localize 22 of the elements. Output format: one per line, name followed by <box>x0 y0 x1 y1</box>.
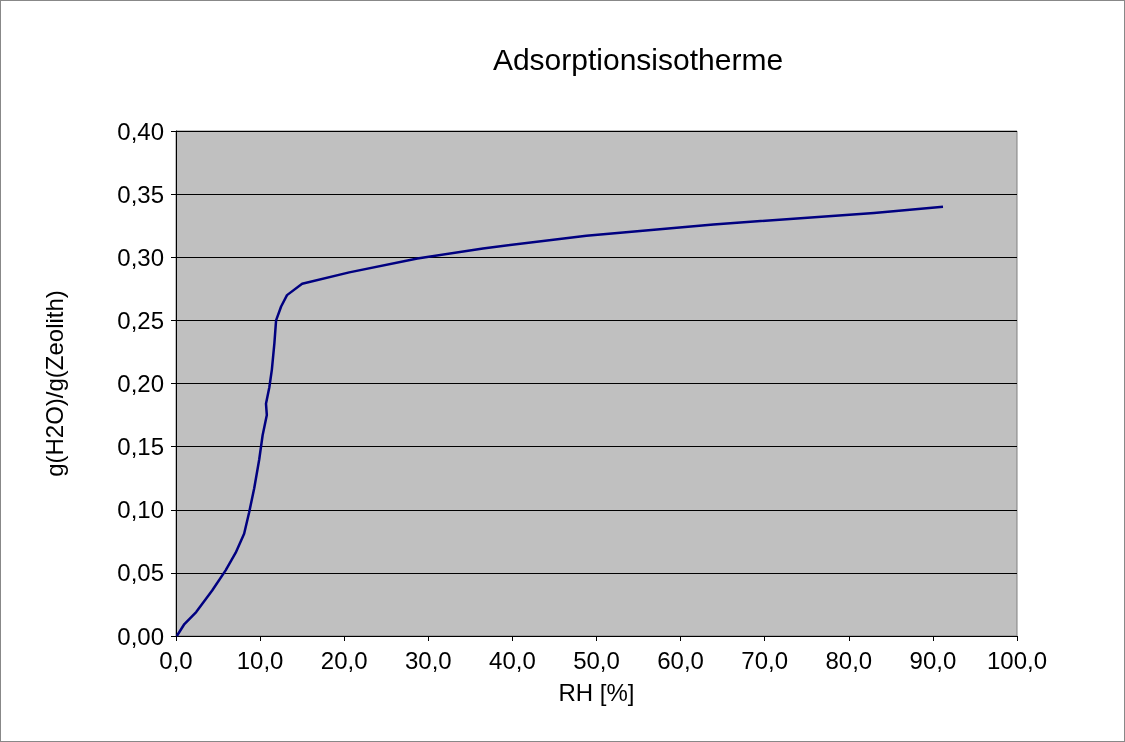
x-tick-label: 10,0 <box>236 646 284 674</box>
x-tick-label: 30,0 <box>404 646 452 674</box>
x-tick-label: 100,0 <box>986 646 1048 674</box>
y-tick-label: 0,20 <box>117 370 164 397</box>
chart-title: Adsorptionsisotherme <box>492 42 784 76</box>
line-series <box>175 205 945 638</box>
x-tick-label: 50,0 <box>573 646 620 674</box>
y-tick-label: 0,30 <box>117 243 164 271</box>
x-tick-label: 80,0 <box>825 646 873 674</box>
x-tick-label: 90,0 <box>909 646 957 674</box>
y-tick-label: 0,35 <box>117 180 164 208</box>
x-tick-label: 60,0 <box>657 646 704 674</box>
y-tick-label: 0,10 <box>117 496 164 524</box>
y-axis-title: g(H2O)/g(Zeolith) <box>40 290 68 477</box>
x-tick-label: 20,0 <box>320 646 368 674</box>
x-tick-label: 70,0 <box>741 646 789 674</box>
y-tick-label: 0,40 <box>117 117 164 145</box>
y-tick-label: 0,15 <box>117 433 164 461</box>
y-tick-label: 0,05 <box>117 559 164 587</box>
x-tick-label: 40,0 <box>489 646 536 674</box>
x-axis-title: RH [%] <box>558 678 635 706</box>
y-tick-label: 0,25 <box>117 306 164 334</box>
